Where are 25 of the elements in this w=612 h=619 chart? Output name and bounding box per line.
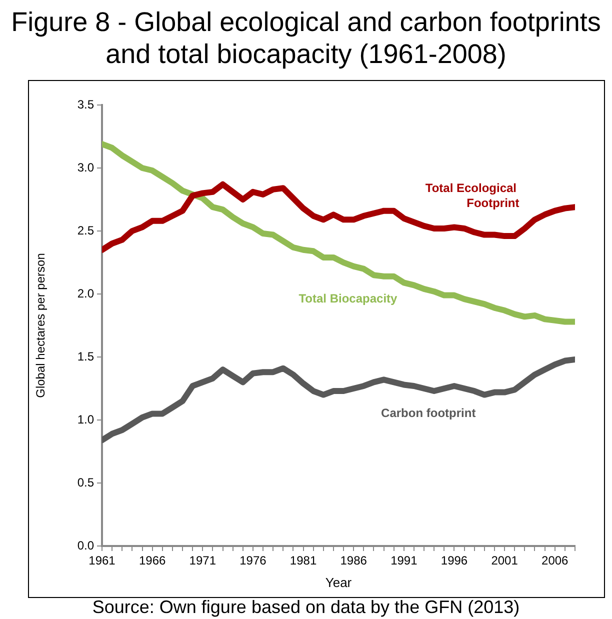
y-tick-label: 1.0 [77,412,94,426]
x-tick-label: 1961 [88,554,116,568]
x-tick-label: 1976 [240,554,267,568]
x-tick-label: 1971 [189,554,216,568]
y-tick-label: 2.0 [77,286,94,300]
y-axis-title: Global hectares per person [34,253,48,398]
x-tick-label: 1966 [138,554,166,568]
x-tick-label: 1996 [440,554,468,568]
x-tick-label: 2001 [491,554,518,568]
y-tick-label: 3.5 [77,97,94,112]
source-note: Source: Own figure based on data by the GFN (2013) [91,597,521,617]
y-tick-label: 1.5 [77,349,94,364]
x-tick-label: 1986 [340,554,368,568]
x-tick-label: 2006 [542,554,569,568]
series-label: Carbon footprint [381,406,476,420]
chart-title: Figure 8 - Global ecological and carbon footprints and total biocapacity (1961-2008) [10,6,602,70]
x-axis-title: Year [325,574,352,590]
series-label: Total Biocapacity [298,291,398,306]
series-label: Total Ecological Footprint [425,181,520,210]
y-tick-label: 0.5 [77,475,94,490]
y-tick-label: 0.0 [77,538,94,552]
x-tick-label: 1981 [290,554,317,568]
y-tick-label: 3.0 [77,160,94,174]
x-tick-label: 1991 [390,554,418,568]
y-tick-label: 2.5 [77,223,94,238]
